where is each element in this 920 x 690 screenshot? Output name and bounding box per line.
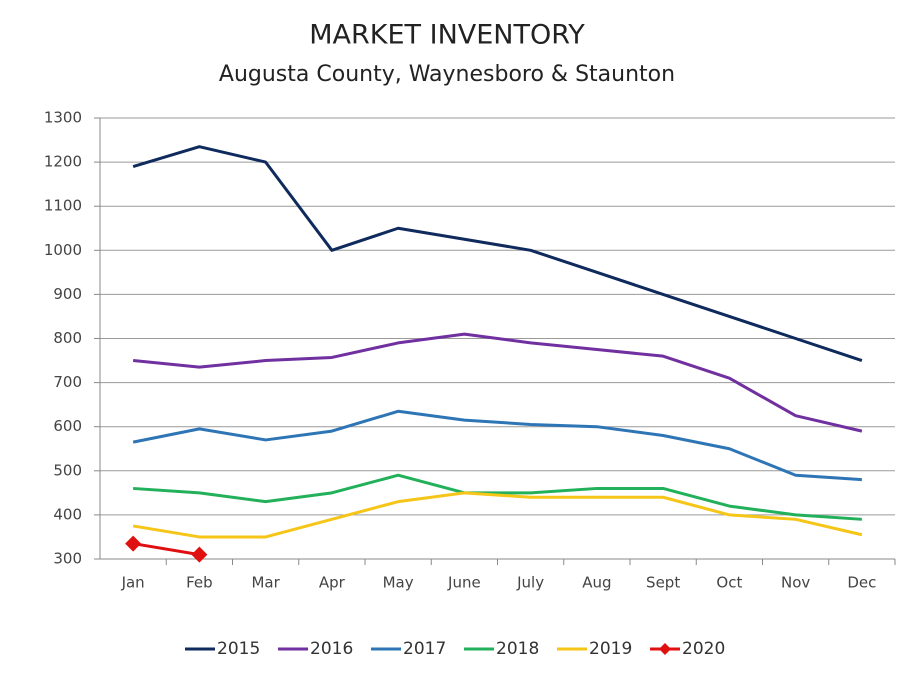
y-tick-label: 700 (53, 373, 82, 391)
y-tick-label: 1000 (44, 241, 82, 259)
y-tick-label: 400 (53, 505, 82, 523)
series-line (132, 409, 862, 482)
marker (191, 546, 208, 563)
series-line (132, 332, 863, 433)
x-tick-label: Feb (186, 574, 213, 592)
x-tick-label: June (447, 574, 481, 592)
x-tick-label: Nov (781, 574, 810, 592)
x-tick-label: Oct (716, 574, 742, 592)
x-tick-label: Mar (251, 574, 280, 592)
x-tick-label: May (383, 574, 414, 592)
y-tick-label: 1300 (44, 109, 82, 127)
legend-label: 2019 (589, 639, 632, 659)
series-line (132, 542, 200, 557)
x-tick-label: July (516, 574, 544, 592)
chart-title: MARKET INVENTORY (309, 20, 585, 51)
y-tick-label: 500 (53, 461, 82, 479)
legend-marker (659, 643, 671, 655)
x-tick-label: Dec (847, 574, 876, 592)
chart-subtitle: Augusta County, Waynesboro & Staunton (219, 62, 675, 87)
marker (125, 535, 142, 552)
legend-label: 2018 (496, 639, 539, 659)
legend-label: 2020 (682, 639, 725, 659)
x-tick-label: Aug (582, 574, 611, 592)
x-tick-label: Jan (121, 574, 145, 592)
y-tick-label: 800 (53, 329, 82, 347)
legend-label: 2017 (403, 639, 446, 659)
series-line (133, 473, 862, 521)
y-tick-label: 600 (53, 417, 82, 435)
legend-label: 2015 (217, 639, 260, 659)
series-line (132, 491, 863, 539)
y-tick-label: 1100 (44, 197, 82, 215)
x-tick-label: Apr (319, 574, 346, 592)
y-tick-label: 300 (53, 550, 82, 568)
y-tick-label: 1200 (44, 153, 82, 171)
y-tick-label: 900 (53, 285, 82, 303)
series-line (132, 145, 863, 362)
legend-label: 2016 (310, 639, 353, 659)
x-tick-label: Sept (646, 574, 680, 592)
